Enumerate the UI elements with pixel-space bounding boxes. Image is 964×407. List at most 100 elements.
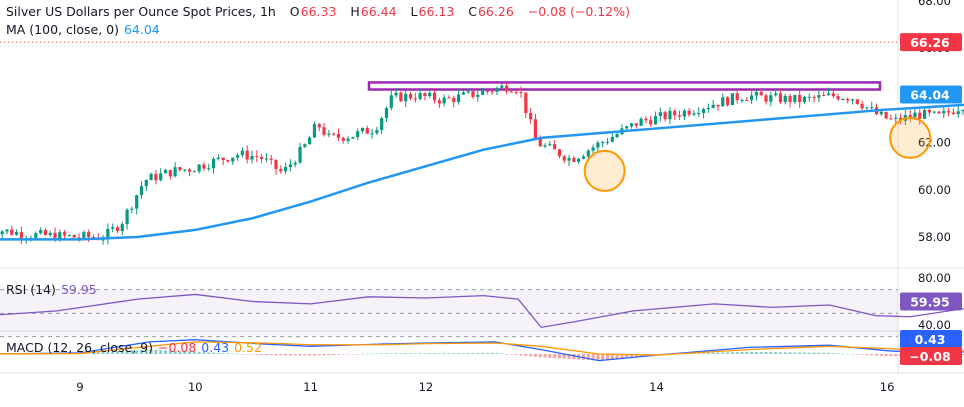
candle-body [461, 92, 465, 95]
candle-body [639, 118, 643, 126]
macd-histogram-bar [798, 352, 802, 354]
macd-histogram-bar [168, 350, 172, 354]
candle-body [432, 92, 437, 101]
candle-body [187, 169, 192, 172]
macd-histogram-bar [466, 353, 470, 354]
macd-legend-signal: 0.52 [234, 340, 262, 355]
candle-body [101, 239, 105, 241]
candle-body [115, 227, 120, 232]
candle-body [961, 110, 964, 112]
candle-body [375, 130, 379, 134]
macd-histogram-bar [385, 353, 389, 354]
macd-histogram-bar [428, 353, 432, 354]
macd-histogram-bar [538, 354, 542, 358]
macd-histogram-bar [192, 351, 196, 354]
macd-histogram-bar [351, 354, 355, 355]
macd-histogram-bar [730, 352, 734, 354]
candle-body [586, 150, 590, 157]
candle-body [721, 97, 725, 107]
macd-histogram-bar [380, 353, 384, 354]
macd-histogram-bar [879, 354, 883, 356]
candle-body [490, 91, 494, 93]
macd-legend-hist: −0.08 [157, 340, 197, 355]
candle-body [538, 138, 542, 147]
candle-body [10, 229, 14, 235]
candle-body [951, 112, 955, 115]
candle-body [312, 124, 317, 138]
candle-body [466, 91, 470, 93]
candle-body [596, 142, 600, 148]
macd-histogram-bar [846, 353, 850, 355]
candle-body [562, 156, 566, 161]
macd-histogram-bar [423, 353, 427, 354]
macd-histogram-bar [279, 354, 283, 356]
macd-histogram-bar [188, 351, 192, 354]
candle-body [183, 169, 187, 171]
macd-histogram-bar [130, 350, 134, 354]
ma-legend[interactable]: MA (100, close, 0) 64.04 [6, 22, 161, 37]
macd-histogram-bar [346, 354, 350, 355]
candle-body [802, 96, 807, 102]
candle-body [946, 111, 951, 113]
macd-histogram-bar [615, 354, 619, 359]
support-highlight-circle [889, 116, 932, 159]
candle-body [677, 115, 682, 117]
macd-histogram-bar [437, 353, 441, 354]
macd-hist-badge-bg [900, 347, 962, 365]
open-label: O [289, 4, 300, 19]
candle-body [19, 232, 23, 239]
candle-body [884, 111, 888, 119]
macd-histogram-bar [557, 354, 561, 359]
ma100-line [0, 103, 964, 241]
high-value: 66.44 [360, 4, 397, 19]
macd-histogram-bar [375, 353, 379, 354]
symbol-title: Silver US Dollars per Ounce Spot Prices,… [6, 4, 276, 19]
candle-body [754, 91, 759, 96]
candle-body [605, 141, 610, 143]
macd-histogram-bar [548, 354, 552, 358]
macd-histogram-bar [581, 354, 585, 360]
candle-body [58, 232, 62, 241]
candle-body [745, 99, 749, 101]
candle-body [913, 112, 917, 118]
macd-histogram-bar [389, 353, 393, 354]
candle-body [322, 127, 326, 135]
candle-body [956, 111, 960, 115]
candle-body [524, 92, 528, 113]
rsi-legend[interactable]: RSI (14) 59.95 [6, 282, 98, 297]
macd-histogram-bar [293, 354, 297, 356]
x-tick-label: 9 [76, 380, 83, 394]
macd-histogram-bar [442, 353, 446, 354]
candle-body [807, 96, 811, 98]
macd-histogram-bar [106, 351, 110, 354]
close-value: 66.26 [477, 4, 514, 19]
y-tick-label: 68.00 [918, 0, 951, 8]
candle-body [822, 95, 826, 97]
macd-histogram-bar [197, 351, 201, 354]
macd-histogram-bar [332, 354, 336, 355]
macd-legend[interactable]: MACD (12, 26, close, 9) −0.08 0.43 0.52 [6, 340, 263, 355]
macd-histogram-bar [96, 352, 100, 354]
candle-body [125, 209, 129, 225]
rsi-line [0, 293, 964, 329]
candle-body [308, 137, 312, 145]
macd-histogram-bar [481, 352, 485, 354]
candle-body [77, 237, 81, 239]
macd-histogram-bar [716, 352, 720, 354]
candle-body [82, 232, 86, 238]
candle-body [255, 155, 259, 157]
macd-histogram-bar [447, 353, 451, 354]
macd-histogram-bar [745, 351, 749, 354]
macd-histogram-bar [476, 353, 480, 354]
macd-histogram-bar [221, 353, 225, 354]
candle-body [927, 109, 931, 113]
macd-histogram-bar [620, 354, 624, 358]
macd-histogram-bar [144, 349, 148, 354]
macd-histogram-bar [841, 353, 845, 355]
candle-body [581, 156, 586, 159]
x-tick-label: 10 [188, 380, 203, 394]
candle-body [687, 110, 691, 115]
macd-histogram-bar [543, 354, 547, 358]
candle-body [793, 94, 797, 102]
